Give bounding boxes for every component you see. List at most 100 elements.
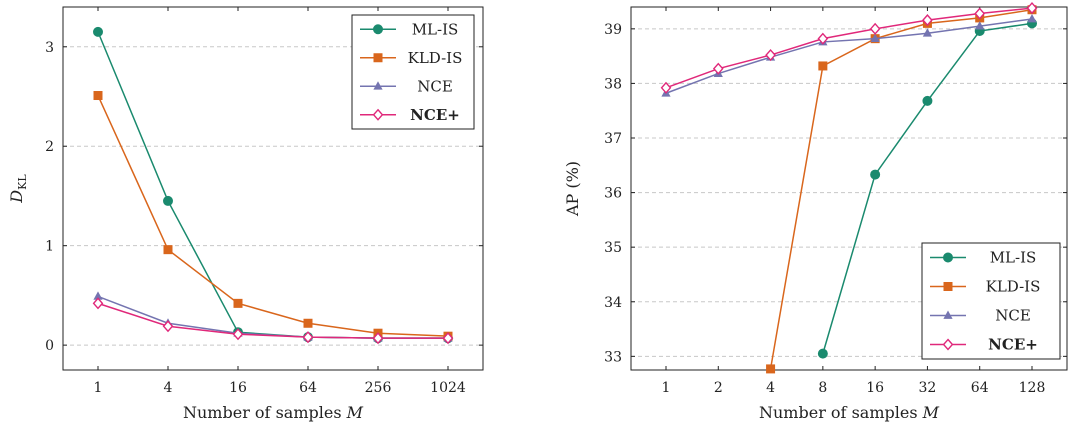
y-axis-label: AP (%): [563, 161, 582, 217]
data-point-nce: [93, 291, 103, 300]
data-point-nce: [922, 28, 933, 37]
data-point-nce: [975, 21, 985, 30]
legend: ML-IS KLD-IS NCE NCE+: [351, 14, 475, 130]
y-tick-label: 37: [604, 131, 622, 147]
legend-marker-nce-plus: [942, 338, 954, 351]
data-point-ml-is: [817, 348, 828, 359]
series-nce-plus: [660, 2, 1038, 94]
data-point-nce-plus: [817, 32, 829, 45]
x-axis-label: Number of samples M: [759, 403, 940, 422]
legend-label-kld-is: KLD-IS: [986, 278, 1041, 296]
data-point-nce-plus: [162, 320, 174, 333]
legend-label-nce-plus: NCE+: [410, 106, 460, 124]
x-axis-label-text: Number of samples: [759, 403, 923, 422]
x-tick-label: 32: [919, 380, 937, 396]
data-point-kld-is: [93, 91, 103, 101]
legend-label-nce: NCE: [417, 77, 453, 95]
data-point-nce-plus: [92, 297, 104, 310]
x-tick-label: 2: [714, 380, 723, 396]
chart-kl-divergence: 0 1 2 3 1 4 16 64 256 1024 Number of samples M DKL M…: [7, 6, 484, 422]
data-point-nce-plus: [765, 48, 776, 62]
data-point-nce-plus: [302, 331, 314, 344]
data-point-ml-is: [162, 195, 173, 206]
data-point-ml-is: [922, 95, 933, 106]
x-tick-label: 16: [866, 380, 884, 396]
x-tick-label: 128: [1019, 380, 1046, 396]
data-point-ml-is: [93, 26, 104, 37]
legend-label-nce: NCE: [995, 307, 1031, 325]
x-tick-label: 64: [971, 380, 989, 396]
data-point-kld-is: [766, 364, 776, 374]
y-tick-label: 2: [45, 139, 54, 155]
y-tick-label: 0: [45, 338, 54, 354]
data-point-nce-plus: [712, 62, 724, 75]
x-tick-label: 64: [299, 380, 317, 396]
x-tick-label: 4: [164, 380, 173, 396]
series-nce-plus: [92, 297, 454, 345]
y-axis-label: DKL: [7, 174, 29, 204]
x-tick-label: 1: [94, 380, 103, 396]
data-point-nce-plus: [442, 332, 454, 345]
y-tick-label: 33: [604, 349, 622, 365]
data-point-kld-is: [818, 61, 828, 71]
plot-frame: [630, 6, 1068, 371]
series-line-kld-is: [97, 95, 449, 337]
legend-marker-nce-plus: [372, 108, 384, 121]
y-axis-label-main: D: [7, 190, 26, 204]
data-point-nce: [1027, 14, 1037, 23]
chart-average-precision: 33 34 35 36 37 38 39 1 2 4 8 16 32 64 128 Number of sam…: [563, 2, 1068, 422]
data-point-nce-plus: [922, 14, 933, 27]
series-line-kld-is: [769, 8, 1033, 370]
data-point-kld-is: [163, 245, 173, 255]
legend-marker-ml-is: [943, 252, 954, 263]
data-point-nce-plus: [372, 332, 384, 345]
y-tick-label: 3: [45, 40, 54, 56]
legend-marker-ml-is: [372, 24, 383, 35]
plot-frame: [62, 6, 484, 371]
data-point-nce-plus: [1026, 2, 1038, 15]
data-point-kld-is: [303, 318, 313, 328]
data-point-nce-plus: [869, 22, 881, 35]
x-tick-label: 256: [365, 380, 392, 396]
y-tick-label: 36: [604, 186, 622, 202]
x-axis-label-variable: M: [346, 403, 364, 422]
legend-marker-kld-is: [943, 282, 953, 291]
series-nce: [661, 14, 1037, 97]
y-tick-label: 38: [604, 76, 622, 92]
x-axis-label-variable: M: [922, 403, 940, 422]
legend: ML-IS KLD-IS NCE NCE+: [921, 242, 1061, 360]
x-axis-label-text: Number of samples: [183, 403, 347, 422]
data-point-nce-plus: [660, 81, 672, 94]
data-point-nce-plus: [232, 328, 244, 341]
data-point-kld-is: [233, 298, 243, 308]
legend-marker-nce: [373, 81, 383, 90]
x-tick-label: 1024: [430, 380, 466, 396]
series-ml-is: [817, 18, 1038, 359]
series-line-nce-plus: [665, 7, 1033, 89]
legend-label-nce-plus: NCE+: [988, 336, 1038, 354]
y-tick-label: 1: [45, 239, 54, 255]
legend-marker-nce: [943, 310, 953, 319]
legend-box: [351, 14, 475, 130]
legend-box: [921, 242, 1061, 360]
data-point-nce-plus: [974, 7, 986, 20]
series-line-nce-plus: [97, 302, 448, 339]
legend-marker-kld-is: [373, 53, 383, 63]
legend-label-ml-is: ML-IS: [412, 20, 459, 38]
y-axis-label-subscript: KL: [16, 174, 29, 190]
y-axis-label-text: AP (%): [563, 161, 582, 217]
legend-label-ml-is: ML-IS: [990, 249, 1037, 267]
data-point-nce: [870, 33, 880, 43]
series-line-nce: [665, 18, 1033, 94]
x-tick-label: 8: [818, 380, 827, 396]
y-tick-label: 35: [604, 240, 622, 256]
y-tick-label: 39: [604, 22, 622, 38]
x-axis-label: Number of samples M: [183, 403, 364, 422]
legend-label-kld-is: KLD-IS: [408, 49, 463, 67]
y-tick-label: 34: [604, 295, 622, 311]
x-tick-label: 1: [662, 380, 671, 396]
x-tick-label: 16: [229, 380, 247, 396]
series-line-nce: [97, 295, 448, 339]
data-point-ml-is: [870, 169, 881, 180]
